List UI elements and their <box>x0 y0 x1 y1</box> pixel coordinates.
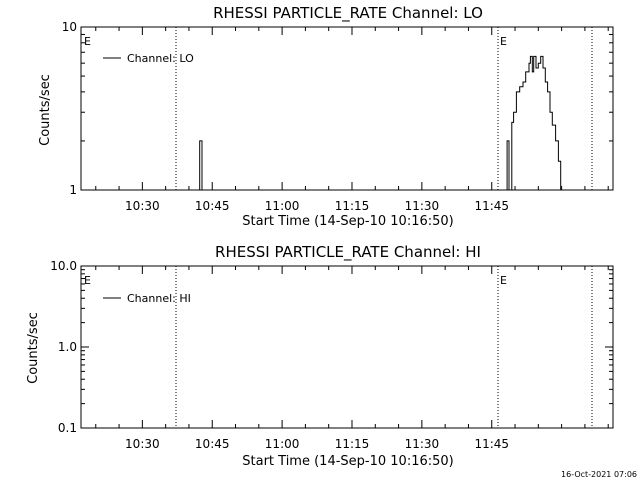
x-tick-label: 11:30 <box>405 199 440 213</box>
lo-chart-title: RHESSI PARTICLE_RATE Channel: LO <box>213 4 483 23</box>
series-line <box>199 55 562 191</box>
y-tick-label: 1.0 <box>58 340 77 354</box>
event-marker: E <box>500 274 507 287</box>
event-marker: E <box>84 35 91 48</box>
lo-y-axis-label: Counts/sec <box>38 74 53 146</box>
x-tick-label: 11:45 <box>474 437 509 451</box>
y-tick-label: 0.1 <box>58 421 77 435</box>
hi-x-axis-label: Start Time (14-Sep-10 10:16:50) <box>242 454 453 469</box>
x-tick-label: 11:30 <box>405 437 440 451</box>
event-marker: E <box>500 35 507 48</box>
lo-x-axis-label: Start Time (14-Sep-10 10:16:50) <box>242 214 453 229</box>
x-tick-label: 10:30 <box>125 199 160 213</box>
lo-channel-panel: RHESSI PARTICLE_RATE Channel: LO 10:30 10… <box>38 4 614 229</box>
x-tick-label: 10:45 <box>195 437 230 451</box>
y-tick-label: 1 <box>69 183 77 197</box>
event-marker: E <box>84 274 91 287</box>
hi-chart-title: RHESSI PARTICLE_RATE Channel: HI <box>215 243 481 262</box>
x-tick-label: 11:15 <box>335 437 370 451</box>
x-tick-label: 11:00 <box>265 437 300 451</box>
hi-y-axis-label: Counts/sec <box>26 312 41 384</box>
y-tick-label: 10 <box>62 20 77 34</box>
x-tick-label: 10:30 <box>125 437 160 451</box>
lo-axes: 10:30 10:45 11:00 11:15 11:30 11:45 1 10 <box>62 20 613 213</box>
lo-legend-label: Channel: LO <box>127 52 194 65</box>
y-tick-label: 10.0 <box>50 259 77 273</box>
lo-legend: Channel: LO <box>103 52 194 65</box>
hi-plot-frame <box>80 265 614 429</box>
lo-series <box>199 55 562 191</box>
x-tick-label: 11:15 <box>335 199 370 213</box>
x-tick-label: 10:45 <box>195 199 230 213</box>
generation-timestamp: 16-Oct-2021 07:06 <box>561 470 637 479</box>
x-tick-label: 11:00 <box>265 199 300 213</box>
hi-legend-label: Channel: HI <box>127 292 191 305</box>
hi-channel-panel: RHESSI PARTICLE_RATE Channel: HI 10:30 10… <box>26 243 614 469</box>
hi-legend: Channel: HI <box>103 292 191 305</box>
hi-axes: 10:30 10:45 11:00 11:15 11:30 11:45 0.1 1.0 10.0 <box>50 259 613 451</box>
x-tick-label: 11:45 <box>474 199 509 213</box>
